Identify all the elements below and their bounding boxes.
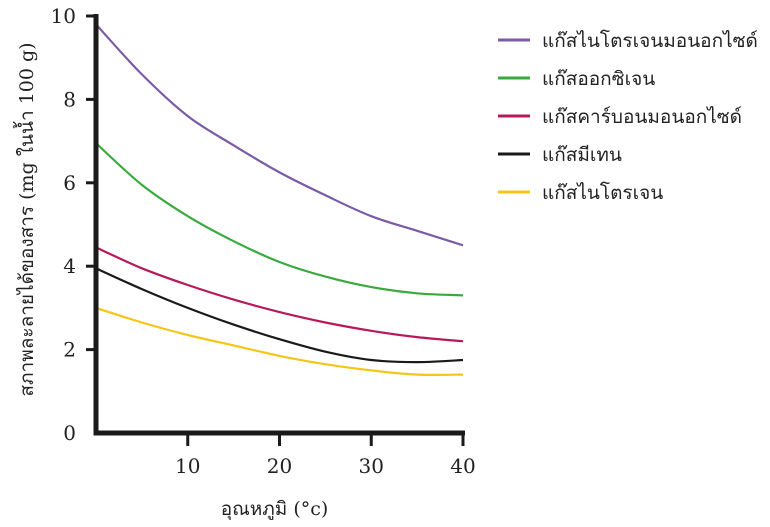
x-tick-label: 10 — [175, 454, 200, 478]
x-tick-label: 40 — [450, 454, 475, 478]
y-tick-label: 10 — [51, 4, 76, 28]
legend-item: แก๊สไนโตรเจน — [498, 181, 663, 204]
series-line-2 — [95, 142, 464, 297]
y-axis-title: สภาพละลายได้ของสาร (mg ในน้ำ 100 g) — [13, 42, 38, 396]
legend-label: แก๊สไนโตรเจน — [542, 181, 663, 204]
legend-label: แก๊สมีเทน — [542, 144, 622, 166]
x-axis-title: อุณหภูมิ (°c) — [221, 498, 329, 521]
axes-layer — [93, 14, 465, 436]
x-tick-label: 30 — [359, 454, 384, 478]
y-tick-label: 8 — [63, 87, 76, 111]
legend-item: แก๊สไนโตรเจนมอนอกไซด์ — [498, 29, 758, 52]
legend-item: แก๊สออกซิเจน — [498, 68, 655, 90]
y-tick-label: 0 — [63, 421, 76, 445]
legend-item: แก๊สมีเทน — [498, 144, 622, 166]
series-line-3 — [95, 246, 464, 343]
y-tick-label: 2 — [63, 338, 76, 362]
legend-label: แก๊สคาร์บอนมอนอกไซด์ — [542, 106, 742, 128]
legend-label: แก๊สออกซิเจน — [542, 68, 655, 90]
x-tick-label: 20 — [267, 454, 292, 478]
legend-label: แก๊สไนโตรเจนมอนอกไซด์ — [542, 29, 758, 52]
legend-item: แก๊สคาร์บอนมอนอกไซด์ — [498, 106, 742, 128]
legend: แก๊สไนโตรเจนมอนอกไซด์แก๊สออกซิเจนแก๊สคาร… — [498, 29, 758, 204]
y-tick-label: 4 — [63, 254, 76, 278]
series-line-4 — [95, 267, 464, 364]
ticks-layer: 0 2 4 6 8 10 10 20 30 40 — [51, 4, 476, 478]
series-line-5 — [95, 306, 464, 377]
series-line-1 — [95, 23, 464, 247]
series-layer — [95, 23, 464, 377]
y-tick-label: 6 — [63, 171, 76, 195]
